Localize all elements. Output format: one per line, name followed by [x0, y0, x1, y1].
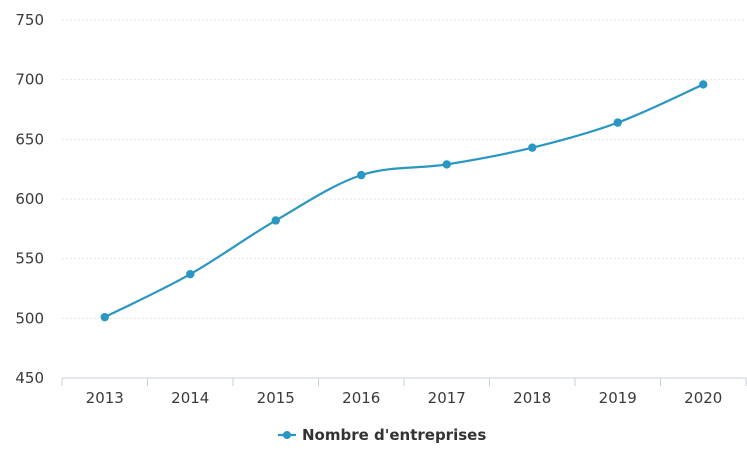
- gridlines: [62, 19, 746, 319]
- y-tick-label: 600: [15, 190, 44, 208]
- series-layer: [100, 80, 708, 322]
- data-point-2019[interactable]: [613, 118, 622, 127]
- legend-marker-icon: [283, 431, 291, 439]
- data-point-2013[interactable]: [100, 312, 109, 322]
- x-tick-label: 2018: [513, 389, 551, 407]
- data-point-2018[interactable]: [528, 143, 537, 152]
- x-axis: 2013 2014 2015 2016 2017 2018 2019 2020: [61, 377, 747, 407]
- x-tick-label: 2019: [599, 389, 637, 407]
- data-point-2017[interactable]: [442, 160, 451, 169]
- y-tick-label: 750: [15, 11, 44, 29]
- legend-label[interactable]: Nombre d'entreprises: [302, 426, 486, 444]
- x-tick-label: 2013: [86, 389, 124, 407]
- y-axis-tick-labels: 450 500 550 600 650 700 750: [15, 11, 44, 387]
- x-tick-label: 2014: [171, 389, 209, 407]
- x-tick-label: 2015: [257, 389, 295, 407]
- x-tick-label: 2020: [684, 389, 722, 407]
- y-tick-label: 650: [15, 130, 44, 148]
- x-tick-label: 2016: [342, 389, 380, 407]
- y-tick-label: 450: [15, 369, 44, 387]
- data-point-2015[interactable]: [271, 216, 280, 225]
- x-tick-label: 2017: [428, 389, 466, 407]
- y-tick-label: 700: [15, 71, 44, 89]
- data-point-2014[interactable]: [186, 269, 195, 279]
- y-tick-label: 500: [15, 309, 44, 327]
- data-point-2016[interactable]: [357, 170, 366, 180]
- y-tick-label: 550: [15, 250, 44, 268]
- data-point-2020[interactable]: [699, 80, 708, 89]
- legend[interactable]: Nombre d'entreprises: [278, 426, 486, 444]
- series-line: [103, 83, 705, 319]
